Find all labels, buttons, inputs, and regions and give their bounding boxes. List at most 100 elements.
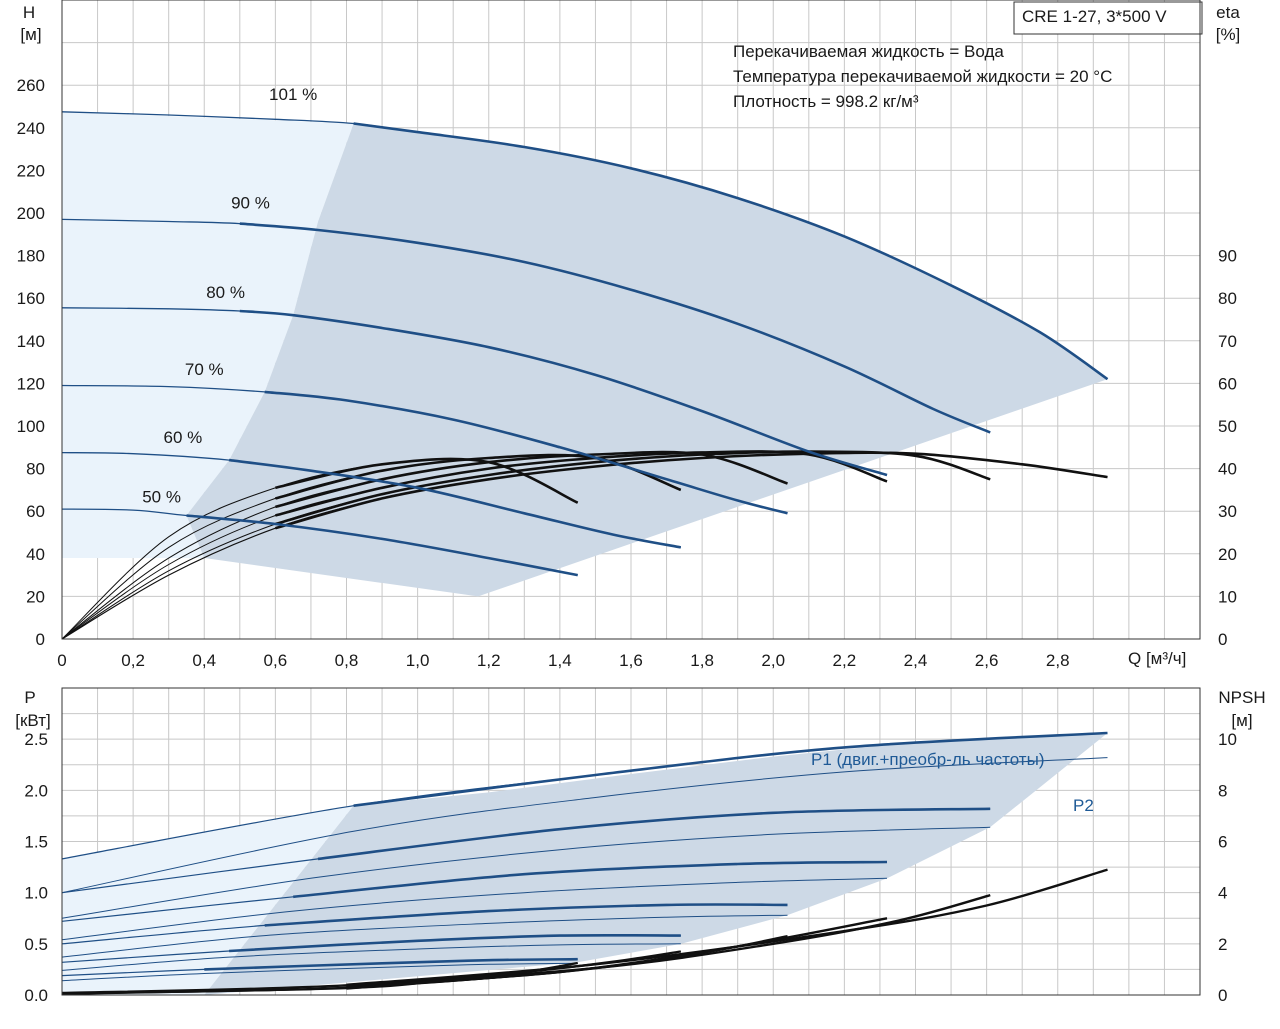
- p2-curve: [61, 962, 578, 982]
- x-tick-label: 1,2: [477, 651, 501, 670]
- model-title: CRE 1-27, 3*500 V: [1022, 7, 1167, 26]
- y-left-tick-label: 260: [17, 76, 45, 95]
- p1-curve-operating: [264, 903, 788, 927]
- p1-curve-operating: [353, 731, 1108, 807]
- x-tick-label: 1,8: [690, 651, 714, 670]
- efficiency-curve-operating: [275, 450, 991, 526]
- y-left-tick-label: 80: [26, 460, 45, 479]
- y-left-tick-label: 2.5: [24, 730, 48, 749]
- head-curve-operating: [228, 458, 682, 549]
- operating-area-region: [204, 733, 1108, 995]
- npsh-curve-operating: [346, 961, 578, 990]
- p1-curve-operating: [317, 807, 991, 861]
- y-right-tick-label: 40: [1218, 460, 1237, 479]
- y-left-unit-head: [м]: [20, 25, 41, 44]
- head-curve-label: 90 %: [231, 194, 270, 213]
- y-right-tick-label: 10: [1218, 730, 1237, 749]
- annotation-temperature: Температура перекачиваемой жидкости = 20…: [733, 67, 1112, 86]
- bottom-panel-frame: [61, 687, 1201, 996]
- top-panel-frame: [61, 0, 1201, 640]
- x-tick-label: 1,0: [406, 651, 430, 670]
- outside-area-region: [62, 805, 354, 995]
- efficiency-curve-operating: [275, 450, 788, 509]
- x-tick-label: 0,8: [335, 651, 359, 670]
- y-left-tick-label: 0.0: [24, 986, 48, 1005]
- p1-curve-operating: [293, 860, 888, 899]
- y-right-tick-label: 10: [1218, 587, 1237, 606]
- x-tick-label: 2,2: [833, 651, 857, 670]
- y-right-tick-label: 0: [1218, 986, 1227, 1005]
- y-left-tick-label: 240: [17, 119, 45, 138]
- power-npsh-panel: 0.0 0.5 1.0 1.5 2.0 2.5 0 2 4 6 8 10: [24, 687, 1237, 1005]
- y-left-tick-label: 20: [26, 587, 45, 606]
- efficiency-curve-operating: [275, 451, 1108, 530]
- x-tick-label: 1,4: [548, 651, 572, 670]
- y-left-tick-label: 0.5: [24, 935, 48, 954]
- y-left-tick-label: 120: [17, 374, 45, 393]
- y-right-tick-label: 8: [1218, 781, 1227, 800]
- p2-curve: [61, 757, 1108, 894]
- head-curve-label: 50 %: [142, 488, 181, 507]
- head-curve-label: 101 %: [269, 85, 317, 104]
- y-right-tick-label: 20: [1218, 545, 1237, 564]
- outside-area-region: [62, 111, 354, 559]
- p2-curve: [61, 826, 991, 919]
- annotation-liquid: Перекачиваемая жидкость = Вода: [733, 42, 1004, 61]
- y-right-tick-label: 90: [1218, 247, 1237, 266]
- y-right-tick-label: 0: [1218, 630, 1227, 649]
- y-right-title-npsh: NPSH: [1218, 688, 1265, 707]
- y-left-tick-label: 1.5: [24, 833, 48, 852]
- annotation-density: Плотность = 998.2 кг/м³: [733, 92, 919, 111]
- y-right-tick-label: 4: [1218, 884, 1227, 903]
- head-curve-operating: [239, 222, 991, 434]
- p2-curve: [61, 943, 681, 971]
- y-right-unit-npsh: [м]: [1231, 711, 1252, 730]
- p2-curve: [61, 914, 788, 958]
- y-right-tick-label: 50: [1218, 417, 1237, 436]
- x-tick-label: 1,6: [619, 651, 643, 670]
- npsh-curve-operating: [346, 868, 1108, 986]
- y-right-tick-label: 70: [1218, 332, 1237, 351]
- x-axis-title-top: Q [м³/ч]: [1128, 649, 1186, 668]
- p2-curve: [61, 877, 888, 941]
- y-left-title-power: P: [24, 688, 35, 707]
- efficiency-curve-operating: [275, 457, 579, 504]
- x-tick-label: 2,4: [904, 651, 928, 670]
- x-tick-label: 0,4: [192, 651, 216, 670]
- y-left-tick-label: 200: [17, 204, 45, 223]
- y-left-tick-label: 100: [17, 417, 45, 436]
- y-left-tick-label: 140: [17, 332, 45, 351]
- model-title-box: [1013, 1, 1203, 35]
- head-curve-label: 60 %: [164, 428, 203, 447]
- chart-texts: CRE 1-27, 3*500 V Перекачиваемая жидкост…: [15, 3, 1265, 815]
- x-tick-label: 0,2: [121, 651, 145, 670]
- head-efficiency-panel: 101 %90 %80 %70 %60 %50 %020406080100120…: [17, 0, 1237, 670]
- y-right-tick-label: 6: [1218, 833, 1227, 852]
- y-right-title-eta: eta: [1216, 3, 1240, 22]
- y-right-tick-label: 60: [1218, 374, 1237, 393]
- head-curve-operating: [239, 309, 888, 477]
- y-left-title-head: H: [23, 3, 35, 22]
- y-left-tick-label: 160: [17, 289, 45, 308]
- y-left-tick-label: 0: [36, 630, 45, 649]
- x-tick-label: 2,0: [761, 651, 785, 670]
- p1-curve-operating: [229, 933, 681, 953]
- x-tick-label: 0,6: [264, 651, 288, 670]
- x-tick-label: 0: [57, 651, 66, 670]
- x-tick-label: 2,8: [1046, 651, 1070, 670]
- y-right-tick-label: 2: [1218, 935, 1227, 954]
- y-left-tick-label: 2.0: [24, 781, 48, 800]
- y-left-unit-power: [кВт]: [15, 711, 50, 730]
- p2-label: P2: [1073, 796, 1094, 815]
- head-curve-operating: [186, 514, 578, 577]
- p1-label: P1 (двиг.+преобр-ль частоты): [811, 750, 1044, 769]
- y-left-tick-label: 60: [26, 502, 45, 521]
- head-curve-operating: [264, 390, 788, 515]
- y-left-tick-label: 220: [17, 161, 45, 180]
- y-left-tick-label: 180: [17, 247, 45, 266]
- y-right-tick-label: 80: [1218, 289, 1237, 308]
- y-right-unit-eta: [%]: [1216, 25, 1241, 44]
- p1-curve-operating: [204, 957, 578, 971]
